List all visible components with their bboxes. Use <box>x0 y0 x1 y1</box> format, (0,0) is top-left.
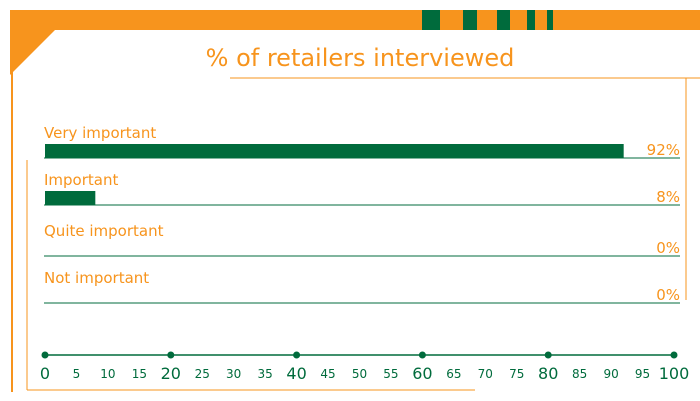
x-tick-label: 10 <box>100 367 115 381</box>
bar <box>45 191 96 205</box>
x-tick-label: 40 <box>286 364 306 383</box>
x-tick-dot <box>418 351 426 359</box>
category-label: Quite important <box>44 222 164 240</box>
x-tick-label: 5 <box>73 367 81 381</box>
x-tick-label: 50 <box>352 367 367 381</box>
header-block <box>527 10 535 30</box>
x-tick-label: 75 <box>509 367 524 381</box>
header-block <box>497 10 510 30</box>
x-tick-dot <box>41 351 49 359</box>
x-tick-label: 30 <box>226 367 241 381</box>
x-tick-label: 70 <box>478 367 493 381</box>
x-tick-label: 65 <box>446 367 461 381</box>
corner-triangle <box>10 30 55 75</box>
category-label: Very important <box>44 124 156 142</box>
x-tick-label: 35 <box>258 367 273 381</box>
x-tick-label: 80 <box>538 364 558 383</box>
x-tick-dot <box>293 351 301 359</box>
x-tick-label: 55 <box>383 367 398 381</box>
x-tick-dot <box>670 351 678 359</box>
category-label: Not important <box>44 269 149 287</box>
header-block <box>547 10 553 30</box>
x-tick-label: 100 <box>659 364 690 383</box>
x-tick-label: 95 <box>635 367 650 381</box>
chart-title: % of retailers interviewed <box>206 44 515 72</box>
x-tick-label: 85 <box>572 367 587 381</box>
x-tick-label: 15 <box>132 367 147 381</box>
x-tick-label: 25 <box>195 367 210 381</box>
value-label: 8% <box>656 188 680 206</box>
x-tick-dot <box>544 351 552 359</box>
x-tick-label: 90 <box>603 367 618 381</box>
x-tick-label: 60 <box>412 364 432 383</box>
header-block <box>463 10 477 30</box>
value-label: 92% <box>647 141 680 159</box>
category-label: Important <box>44 171 118 189</box>
bar <box>45 144 624 158</box>
x-tick-label: 45 <box>320 367 335 381</box>
value-label: 0% <box>656 239 680 257</box>
header-band <box>10 10 700 30</box>
x-tick-label: 20 <box>161 364 181 383</box>
x-tick-label: 0 <box>40 364 50 383</box>
value-label: 0% <box>656 286 680 304</box>
header-block <box>422 10 440 30</box>
x-tick-dot <box>167 351 175 359</box>
